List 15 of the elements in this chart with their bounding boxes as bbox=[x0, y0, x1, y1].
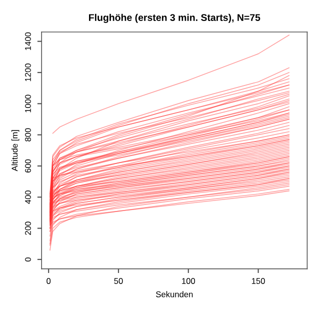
chart-title: Flughöhe (ersten 3 min. Starts), N=75 bbox=[89, 14, 260, 23]
y-tick-label: 200 bbox=[25, 222, 31, 235]
y-tick-label: 1400 bbox=[25, 32, 31, 50]
y-tick-label: 800 bbox=[25, 128, 31, 142]
y-tick-label: 1200 bbox=[25, 64, 31, 82]
x-axis-title: Sekunden bbox=[156, 291, 193, 298]
x-tick-label: 150 bbox=[252, 278, 265, 284]
y-tick-label: 1000 bbox=[25, 94, 31, 112]
x-tick-label: 50 bbox=[114, 278, 123, 284]
y-tick-label: 600 bbox=[25, 159, 31, 173]
x-tick-label: 100 bbox=[182, 278, 196, 284]
y-tick-label: 0 bbox=[25, 257, 31, 262]
y-tick-label: 400 bbox=[25, 190, 31, 204]
x-tick-label: 0 bbox=[46, 278, 51, 284]
y-axis-title: Altitude [m] bbox=[11, 130, 20, 172]
